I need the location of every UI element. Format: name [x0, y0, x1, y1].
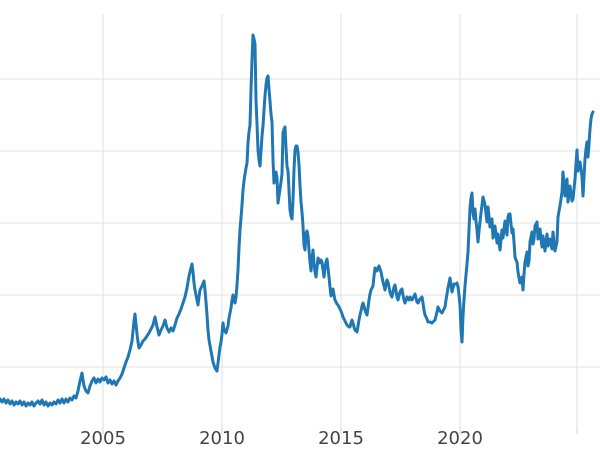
x-tick-label: 2010	[199, 428, 245, 449]
data-line-price	[0, 33, 595, 408]
x-tick-label: 2005	[80, 428, 126, 449]
x-tick-label: 2020	[437, 428, 483, 449]
x-tick-label: 2015	[318, 428, 364, 449]
